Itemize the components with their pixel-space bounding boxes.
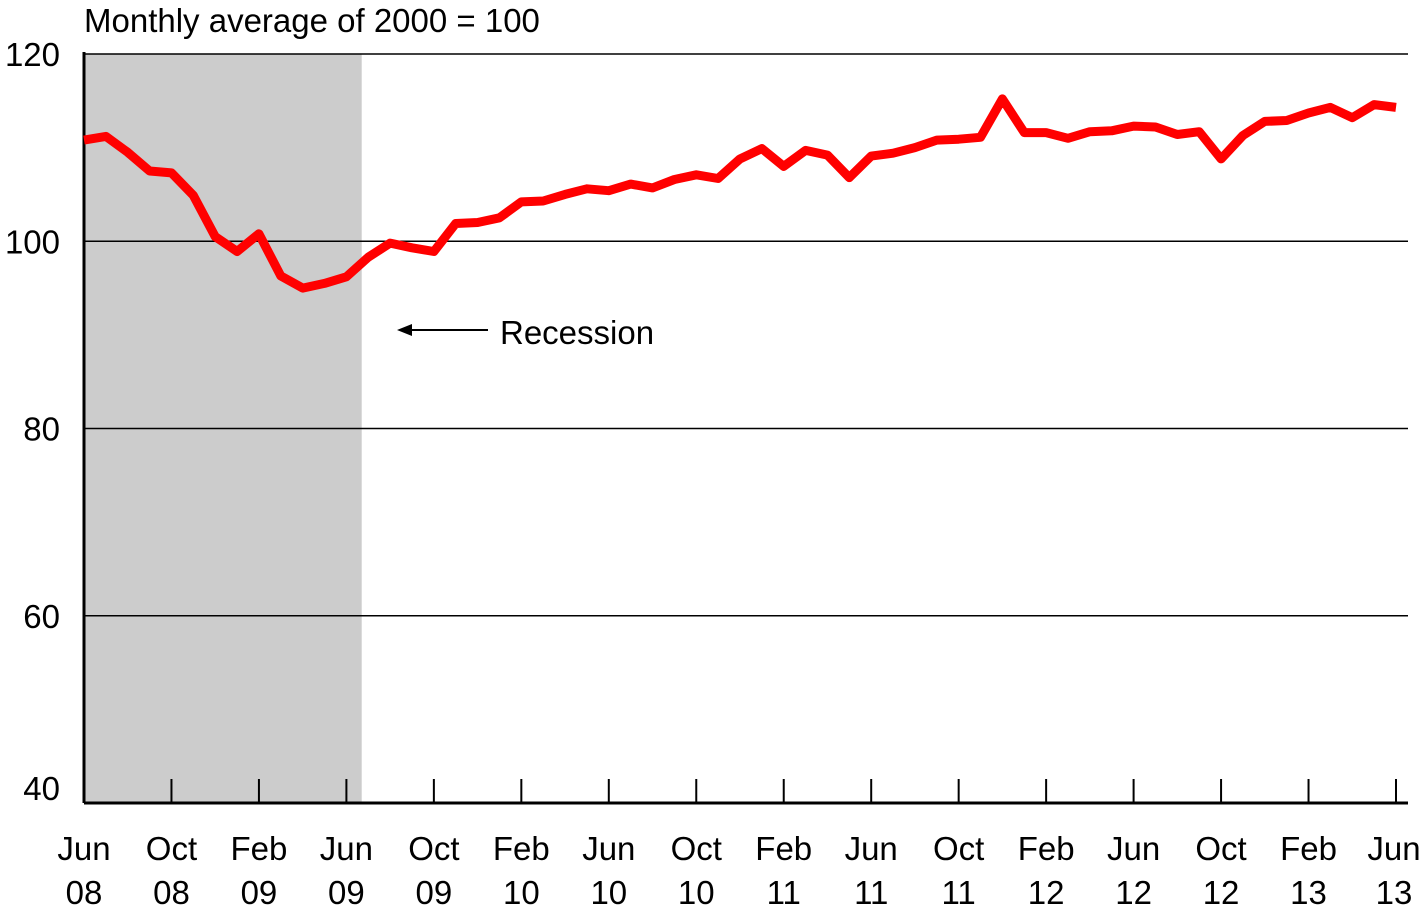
x-tick-year-7: 10 (678, 874, 715, 911)
x-tick-year-6: 10 (590, 874, 627, 911)
annotations: Recession (397, 314, 654, 351)
gridlines (84, 53, 1408, 617)
x-tick-month-5: Feb (493, 830, 550, 867)
x-tick-month-14: Feb (1280, 830, 1337, 867)
y-tick-label-120: 120 (5, 36, 60, 73)
x-tick-year-10: 11 (942, 874, 976, 911)
y-axis-unit-label: Monthly average of 2000 = 100 (84, 2, 540, 39)
x-tick-month-9: Jun (845, 830, 898, 867)
x-tick-year-14: 13 (1290, 874, 1327, 911)
x-tick-month-0: Jun (57, 830, 110, 867)
x-tick-year-2: 09 (241, 874, 278, 911)
x-tick-year-13: 12 (1203, 874, 1240, 911)
x-tick-month-13: Oct (1195, 830, 1246, 867)
x-tick-month-8: Feb (755, 830, 812, 867)
y-tick-label-60: 60 (23, 598, 60, 635)
x-tick-month-15: Jun (1367, 830, 1420, 867)
x-tick-year-9: 11 (854, 874, 888, 911)
x-tick-month-6: Jun (582, 830, 635, 867)
x-tick-month-10: Oct (933, 830, 984, 867)
x-tick-month-2: Feb (230, 830, 287, 867)
x-tick-month-7: Oct (671, 830, 722, 867)
x-tick-month-1: Oct (146, 830, 197, 867)
x-tick-year-0: 08 (66, 874, 103, 911)
x-tick-year-15: 13 (1376, 874, 1413, 911)
x-tick-year-12: 12 (1115, 874, 1152, 911)
x-tick-month-3: Jun (320, 830, 373, 867)
x-tick-year-5: 10 (503, 874, 540, 911)
y-tick-label-80: 80 (23, 411, 60, 448)
recession-arrow-head (397, 324, 412, 336)
y-tick-label-100: 100 (5, 223, 60, 260)
x-tick-year-11: 12 (1028, 874, 1065, 911)
y-tick-label-40: 40 (23, 770, 60, 807)
axes: 40 60 80 100 120 Jun 08 Oct 08 Feb 09 Jun 09 Oct 09 Feb… (5, 36, 1421, 911)
x-tick-year-3: 09 (328, 874, 365, 911)
x-tick-month-4: Oct (408, 830, 459, 867)
x-tick-year-4: 09 (416, 874, 453, 911)
series-layer (83, 94, 1397, 293)
recession-label: Recession (500, 314, 654, 351)
x-tick-month-12: Jun (1107, 830, 1160, 867)
x-tick-year-8: 11 (767, 874, 801, 911)
x-tick-year-1: 08 (153, 874, 190, 911)
series-line-0 (83, 94, 1397, 293)
x-tick-month-11: Feb (1018, 830, 1075, 867)
